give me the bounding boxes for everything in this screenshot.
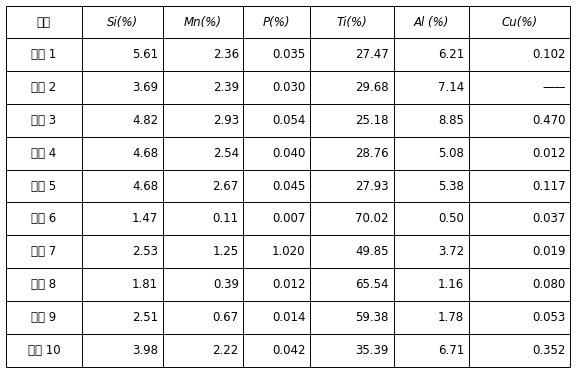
Text: 标样 5: 标样 5 [31, 180, 56, 193]
Text: 标样 9: 标样 9 [31, 311, 56, 324]
Text: 1.81: 1.81 [132, 278, 158, 291]
Text: 标样 6: 标样 6 [31, 212, 56, 225]
Text: 标样 10: 标样 10 [28, 344, 60, 357]
Text: 6.21: 6.21 [438, 48, 464, 62]
Text: 27.47: 27.47 [355, 48, 389, 62]
Text: 2.22: 2.22 [213, 344, 239, 357]
Text: 0.035: 0.035 [272, 48, 305, 62]
Text: 0.019: 0.019 [532, 245, 566, 258]
Text: 0.352: 0.352 [532, 344, 566, 357]
Text: 0.117: 0.117 [532, 180, 566, 193]
Text: 2.51: 2.51 [132, 311, 158, 324]
Text: 1.16: 1.16 [438, 278, 464, 291]
Text: 1.25: 1.25 [213, 245, 239, 258]
Text: 59.38: 59.38 [355, 311, 389, 324]
Text: Si(%): Si(%) [107, 15, 138, 28]
Text: 0.102: 0.102 [532, 48, 566, 62]
Text: P(%): P(%) [263, 15, 290, 28]
Text: 1.78: 1.78 [438, 311, 464, 324]
Text: ——: —— [542, 81, 566, 94]
Text: 3.72: 3.72 [438, 245, 464, 258]
Text: 2.54: 2.54 [213, 147, 239, 160]
Text: 0.037: 0.037 [532, 212, 566, 225]
Text: 2.36: 2.36 [213, 48, 239, 62]
Text: 标样 3: 标样 3 [31, 114, 56, 127]
Text: 4.82: 4.82 [132, 114, 158, 127]
Text: 0.67: 0.67 [213, 311, 239, 324]
Text: 0.012: 0.012 [532, 147, 566, 160]
Text: 2.93: 2.93 [213, 114, 239, 127]
Text: 2.39: 2.39 [213, 81, 239, 94]
Text: 0.040: 0.040 [272, 147, 305, 160]
Text: Al (%): Al (%) [414, 15, 449, 28]
Text: 0.014: 0.014 [272, 311, 305, 324]
Text: 标样 7: 标样 7 [31, 245, 56, 258]
Text: 0.11: 0.11 [213, 212, 239, 225]
Text: 标样 2: 标样 2 [31, 81, 56, 94]
Text: 6.71: 6.71 [438, 344, 464, 357]
Text: 2.67: 2.67 [213, 180, 239, 193]
Text: 0.053: 0.053 [532, 311, 566, 324]
Text: 35.39: 35.39 [355, 344, 389, 357]
Text: 49.85: 49.85 [355, 245, 389, 258]
Text: 1.47: 1.47 [132, 212, 158, 225]
Text: 5.61: 5.61 [132, 48, 158, 62]
Text: 3.69: 3.69 [132, 81, 158, 94]
Text: 0.012: 0.012 [272, 278, 305, 291]
Text: Cu(%): Cu(%) [501, 15, 537, 28]
Text: 0.470: 0.470 [532, 114, 566, 127]
Text: 5.38: 5.38 [438, 180, 464, 193]
Text: 0.007: 0.007 [272, 212, 305, 225]
Text: 25.18: 25.18 [355, 114, 389, 127]
Text: 28.76: 28.76 [355, 147, 389, 160]
Text: 65.54: 65.54 [355, 278, 389, 291]
Text: 0.50: 0.50 [438, 212, 464, 225]
Text: 1.020: 1.020 [272, 245, 305, 258]
Text: 0.054: 0.054 [272, 114, 305, 127]
Text: 8.85: 8.85 [438, 114, 464, 127]
Text: 4.68: 4.68 [132, 147, 158, 160]
Text: 27.93: 27.93 [355, 180, 389, 193]
Text: 70.02: 70.02 [355, 212, 389, 225]
Text: 4.68: 4.68 [132, 180, 158, 193]
Text: 2.53: 2.53 [132, 245, 158, 258]
Text: 0.39: 0.39 [213, 278, 239, 291]
Text: 标样 8: 标样 8 [31, 278, 56, 291]
Text: 标样 1: 标样 1 [31, 48, 56, 62]
Text: 序号: 序号 [37, 15, 51, 28]
Text: Mn(%): Mn(%) [184, 15, 222, 28]
Text: 5.08: 5.08 [438, 147, 464, 160]
Text: 0.042: 0.042 [272, 344, 305, 357]
Text: 29.68: 29.68 [355, 81, 389, 94]
Text: 3.98: 3.98 [132, 344, 158, 357]
Text: Ti(%): Ti(%) [336, 15, 367, 28]
Text: 0.080: 0.080 [532, 278, 566, 291]
Text: 0.045: 0.045 [272, 180, 305, 193]
Text: 0.030: 0.030 [272, 81, 305, 94]
Text: 标样 4: 标样 4 [31, 147, 56, 160]
Text: 7.14: 7.14 [438, 81, 464, 94]
